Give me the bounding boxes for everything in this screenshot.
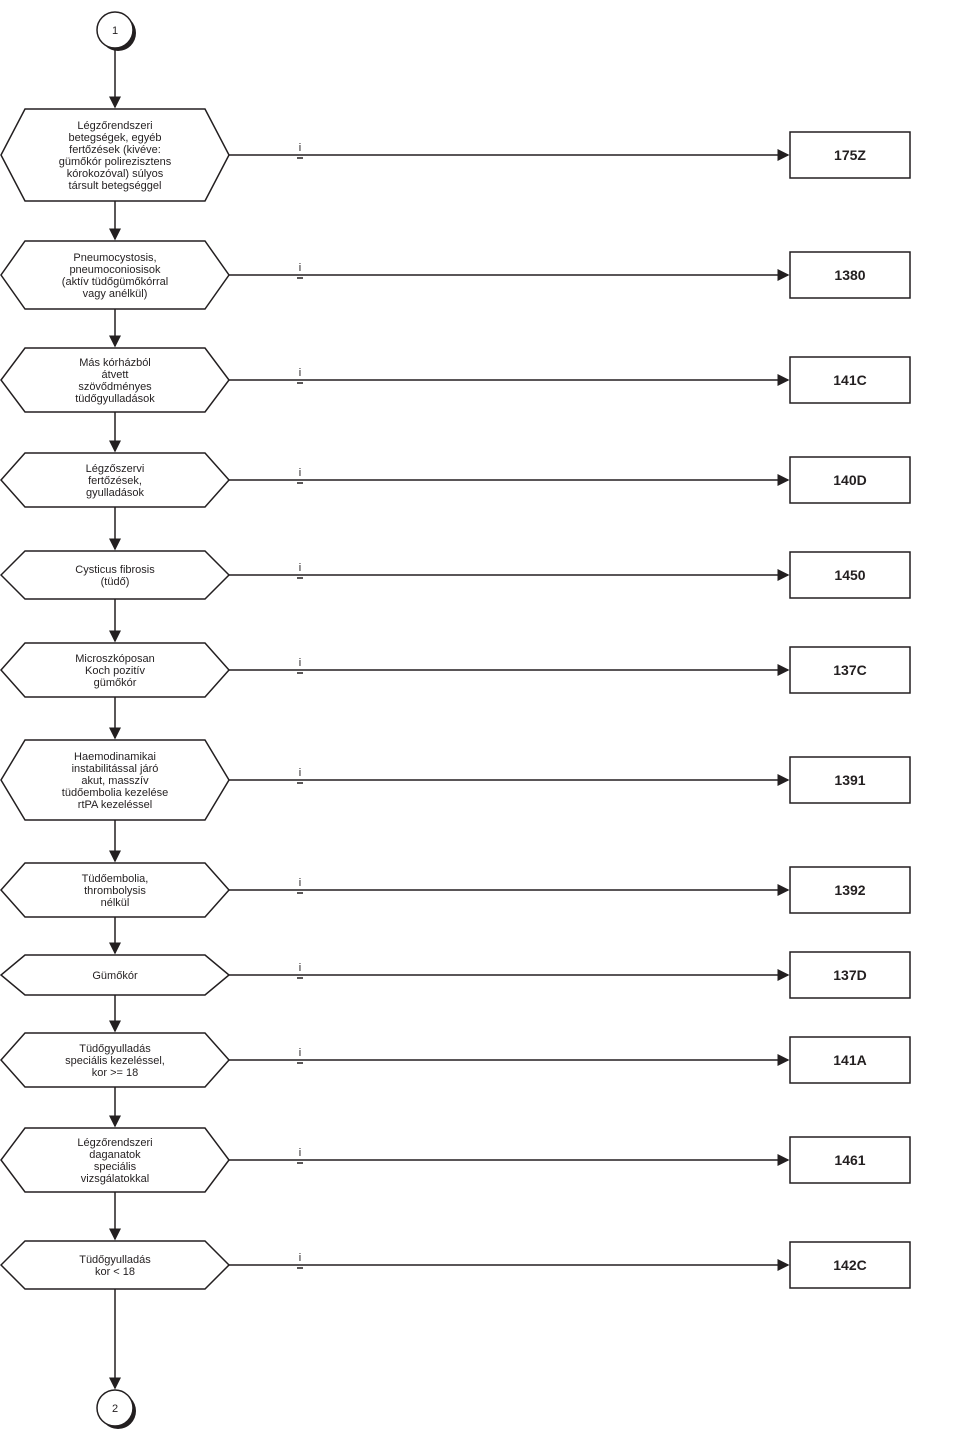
svg-text:Cysticus fibrosis: Cysticus fibrosis — [75, 564, 155, 576]
svg-text:tüdőembolia kezelése: tüdőembolia kezelése — [62, 787, 168, 799]
outcome-1391-label: 1391 — [834, 772, 865, 788]
svg-text:betegségek, egyéb: betegségek, egyéb — [69, 132, 162, 144]
svg-text:gyulladások: gyulladások — [86, 487, 145, 499]
svg-text:speciális kezeléssel,: speciális kezeléssel, — [65, 1055, 165, 1067]
start-connector-label: 1 — [112, 25, 118, 37]
svg-text:Tüdőembolia,: Tüdőembolia, — [82, 873, 149, 885]
svg-text:Koch pozitív: Koch pozitív — [85, 665, 145, 677]
svg-text:Haemodinamikai: Haemodinamikai — [74, 751, 156, 763]
edge-label-8: i — [299, 962, 301, 974]
outcome-137D-label: 137D — [833, 967, 866, 983]
edge-label-2: i — [299, 367, 301, 379]
outcome-141C-label: 141C — [833, 372, 866, 388]
svg-text:kor < 18: kor < 18 — [95, 1266, 135, 1278]
outcome-1380-label: 1380 — [834, 267, 865, 283]
edge-label-9: i — [299, 1047, 301, 1059]
svg-text:akut, masszív: akut, masszív — [81, 775, 149, 787]
edge-label-6: i — [299, 767, 301, 779]
outcome-137C-label: 137C — [833, 662, 866, 678]
edge-label-5: i — [299, 657, 301, 669]
svg-text:nélkül: nélkül — [101, 897, 130, 909]
svg-text:Légzőrendszeri: Légzőrendszeri — [77, 120, 152, 132]
outcome-1450-label: 1450 — [834, 567, 865, 583]
svg-text:Tüdőgyulladás: Tüdőgyulladás — [79, 1043, 151, 1055]
svg-text:Tüdőgyulladás: Tüdőgyulladás — [79, 1254, 151, 1266]
svg-text:Pneumocystosis,: Pneumocystosis, — [73, 252, 156, 264]
svg-text:szövődményes: szövődményes — [78, 381, 152, 393]
outcome-1461-label: 1461 — [834, 1152, 865, 1168]
svg-text:speciális: speciális — [94, 1161, 137, 1173]
edge-label-11: i — [299, 1252, 301, 1264]
edge-label-0: i — [299, 142, 301, 154]
outcome-175Z-label: 175Z — [834, 147, 866, 163]
svg-text:Microszkóposan: Microszkóposan — [75, 653, 154, 665]
svg-text:Gümőkór: Gümőkór — [92, 970, 138, 982]
svg-text:(tüdő): (tüdő) — [101, 576, 130, 588]
outcome-141A-label: 141A — [833, 1052, 866, 1068]
svg-text:gümőkór polirezisztens: gümőkór polirezisztens — [59, 156, 172, 168]
end-connector-label: 2 — [112, 1403, 118, 1415]
svg-text:vagy anélkül): vagy anélkül) — [83, 288, 148, 300]
svg-text:fertőzések,: fertőzések, — [88, 475, 142, 487]
svg-text:kórokozóval) súlyos: kórokozóval) súlyos — [67, 168, 164, 180]
svg-text:rtPA kezeléssel: rtPA kezeléssel — [78, 799, 152, 811]
svg-text:kor >= 18: kor >= 18 — [92, 1067, 138, 1079]
edge-label-10: i — [299, 1147, 301, 1159]
edge-label-1: i — [299, 262, 301, 274]
svg-text:(aktív tüdőgümőkórral: (aktív tüdőgümőkórral — [62, 276, 168, 288]
svg-text:instabilitással járó: instabilitással járó — [72, 763, 159, 775]
svg-text:vizsgálatokkal: vizsgálatokkal — [81, 1173, 149, 1185]
svg-text:társult betegséggel: társult betegséggel — [69, 180, 162, 192]
edge-label-3: i — [299, 467, 301, 479]
svg-text:pneumoconiosisok: pneumoconiosisok — [69, 264, 161, 276]
svg-text:Légzőrendszeri: Légzőrendszeri — [77, 1137, 152, 1149]
svg-text:tüdőgyulladások: tüdőgyulladások — [75, 393, 155, 405]
outcome-1392-label: 1392 — [834, 882, 865, 898]
svg-text:thrombolysis: thrombolysis — [84, 885, 146, 897]
svg-text:átvett: átvett — [102, 369, 129, 381]
edge-label-4: i — [299, 562, 301, 574]
svg-text:gümőkór: gümőkór — [94, 677, 137, 689]
svg-text:Más kórházból: Más kórházból — [79, 357, 151, 369]
svg-text:fertőzések (kivéve:: fertőzések (kivéve: — [69, 144, 161, 156]
svg-text:Légzőszervi: Légzőszervi — [86, 463, 145, 475]
edge-label-7: i — [299, 877, 301, 889]
outcome-142C-label: 142C — [833, 1257, 866, 1273]
svg-text:daganatok: daganatok — [89, 1149, 141, 1161]
outcome-140D-label: 140D — [833, 472, 866, 488]
